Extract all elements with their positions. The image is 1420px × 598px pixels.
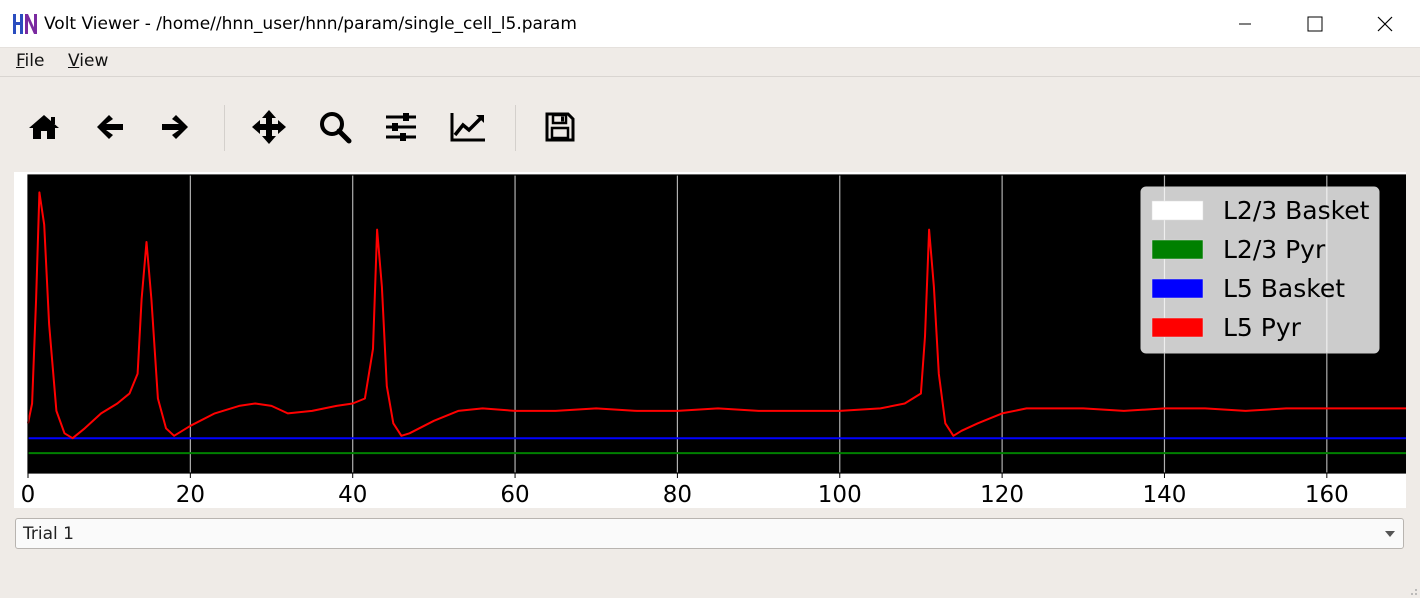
menu-view[interactable]: View xyxy=(68,51,108,71)
legend-label: L5 Basket xyxy=(1223,274,1345,303)
resize-grip-icon[interactable] xyxy=(1408,586,1418,596)
legend-swatch xyxy=(1151,278,1204,299)
forward-button[interactable] xyxy=(153,105,197,149)
menu-file-label: ile xyxy=(24,51,45,71)
menu-file-mnemonic: F xyxy=(16,51,25,71)
edit-axis-button[interactable] xyxy=(446,105,490,149)
back-button[interactable] xyxy=(88,105,132,149)
menu-file[interactable]: File xyxy=(16,51,44,71)
hnn-logo-icon xyxy=(13,14,37,34)
legend-label: L2/3 Pyr xyxy=(1223,235,1326,264)
configure-subplots-icon xyxy=(386,113,416,141)
chevron-down-icon xyxy=(1385,531,1395,537)
toolbar-separator xyxy=(224,105,225,151)
x-tick-label: 60 xyxy=(500,482,529,508)
save-icon xyxy=(545,112,575,142)
window-title: Volt Viewer - /home//hnn_user/hnn/param/… xyxy=(44,14,577,34)
menu-bar: File View xyxy=(0,48,1420,77)
legend-swatch xyxy=(1151,200,1204,221)
series-line-l5-pyr xyxy=(27,191,1408,440)
legend-label: L5 Pyr xyxy=(1223,313,1302,342)
pan-move-icon xyxy=(252,110,286,144)
minimize-button[interactable] xyxy=(1210,0,1280,47)
x-tick-label: 80 xyxy=(663,482,692,508)
x-tick-label: 100 xyxy=(818,482,862,508)
toolbar-separator xyxy=(515,105,516,151)
edit-axis-icon xyxy=(450,113,485,142)
pan-button[interactable] xyxy=(247,105,291,149)
x-tick-label: 40 xyxy=(338,482,367,508)
maximize-button[interactable] xyxy=(1280,0,1350,47)
forward-arrow-icon xyxy=(162,115,188,139)
x-tick-label: 140 xyxy=(1143,482,1187,508)
maximize-icon xyxy=(1307,16,1323,31)
zoom-icon xyxy=(320,112,352,144)
voltage-chart[interactable]: 0 20 40 60 80 100 120 140 160 L2/3 Basket L2/3 Pyr… xyxy=(14,172,1409,508)
x-tick-label: 120 xyxy=(980,482,1024,508)
close-button[interactable] xyxy=(1350,0,1420,47)
navigation-toolbar xyxy=(0,77,1420,172)
zoom-button[interactable] xyxy=(313,105,357,149)
save-button[interactable] xyxy=(538,105,582,149)
legend-swatch xyxy=(1151,239,1204,260)
legend-label: L2/3 Basket xyxy=(1223,196,1370,225)
title-bar: Volt Viewer - /home//hnn_user/hnn/param/… xyxy=(0,0,1420,48)
home-button[interactable] xyxy=(22,105,66,149)
x-tick-label: 20 xyxy=(176,482,205,508)
close-icon xyxy=(1377,16,1393,31)
x-tick-label: 160 xyxy=(1305,482,1349,508)
voltage-plot[interactable]: 0 20 40 60 80 100 120 140 160 L2/3 Basket L2/3 Pyr… xyxy=(14,172,1409,508)
menu-view-label: iew xyxy=(79,51,109,71)
configure-subplots-button[interactable] xyxy=(379,105,423,149)
menu-view-mnemonic: V xyxy=(68,51,80,71)
trial-select[interactable]: Trial 1 xyxy=(15,518,1404,549)
minimize-icon xyxy=(1239,23,1251,24)
x-tick-label: 0 xyxy=(21,482,36,508)
legend-swatch xyxy=(1151,317,1204,338)
chart-legend xyxy=(1140,186,1380,354)
home-icon xyxy=(29,115,59,139)
back-arrow-icon xyxy=(97,115,123,139)
trial-select-value: Trial 1 xyxy=(23,524,74,544)
